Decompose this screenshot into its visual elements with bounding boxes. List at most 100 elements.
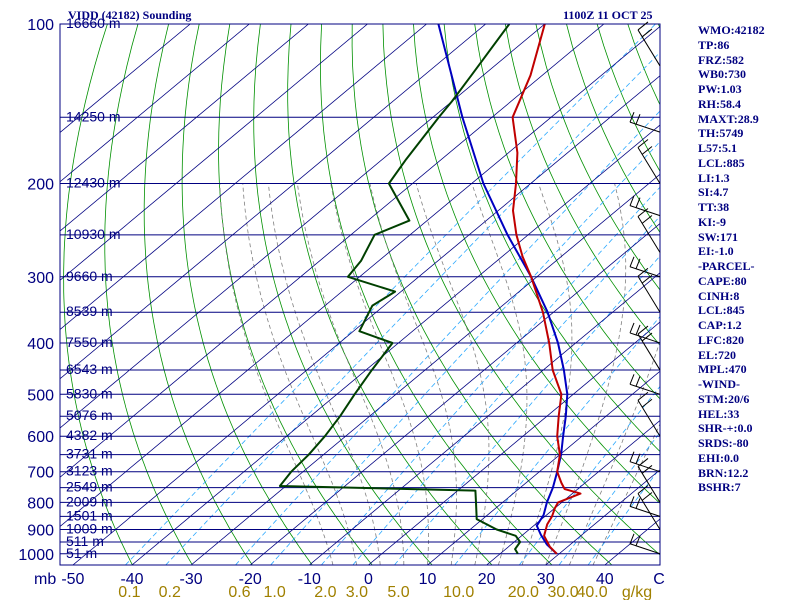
wind-barb (629, 496, 661, 517)
wind-barb-shaft (629, 111, 661, 133)
dry-adiabat (596, 24, 660, 173)
background-grid (60, 24, 800, 565)
dry-adiabat (287, 24, 493, 565)
moist-adiabat (471, 183, 528, 565)
wind-barb (629, 195, 661, 217)
index-item: LCL:845 (698, 303, 745, 318)
moist-adiabat (219, 183, 334, 565)
wind-barb (637, 391, 661, 437)
mixing-ratio-line (235, 110, 660, 565)
isotherm (60, 24, 486, 380)
index-item: TH:5749 (698, 126, 744, 141)
moist-adiabat (268, 183, 381, 565)
dry-adiabat (382, 24, 660, 556)
pressure-tick-label: 300 (27, 270, 54, 287)
temperature-tick-label: 10 (419, 571, 437, 588)
mixing-ratio-label: 40.0 (576, 584, 607, 600)
isotherm (723, 24, 800, 565)
index-item: SI:4.7 (698, 185, 729, 200)
wind-barb-shaft (629, 195, 661, 217)
wind-barb-shaft (637, 139, 661, 184)
mixing-ratio-line (558, 431, 660, 565)
index-item: EHI:0.0 (698, 450, 740, 465)
index-item: EL:720 (698, 347, 737, 362)
mixing-ratio-label: 30.0 (548, 584, 579, 600)
moist-adiabat (330, 183, 429, 565)
height-label: 3731 m (66, 446, 113, 462)
index-item: SRDS:-80 (698, 436, 749, 450)
isotherm (60, 24, 309, 232)
index-item: WMO:42182 (698, 23, 765, 37)
wind-barb-shaft (637, 21, 661, 67)
index-item: RH:58.4 (698, 96, 741, 111)
height-label: 511 m (66, 533, 104, 549)
mixing-ratio-label: 2.0 (314, 584, 336, 600)
wind-barb (637, 458, 661, 503)
temperature-tick-label: -10 (298, 571, 321, 588)
isotherm (131, 124, 660, 565)
height-label: 9660 m (66, 268, 113, 284)
temperature-tick-label: 20 (478, 571, 496, 588)
height-label: 51 m (66, 545, 97, 561)
wind-barb-shaft (637, 485, 661, 530)
index-item: PW:1.03 (698, 82, 742, 96)
pressure-axis-unit: mb (34, 571, 56, 588)
dry-adiabat (218, 24, 373, 565)
mixing-ratio-line (394, 255, 660, 565)
mixing-ratio-line (270, 141, 660, 565)
index-item: EI:-1.0 (698, 244, 734, 259)
wind-barb-shaft (629, 374, 661, 395)
dry-adiabat (474, 24, 660, 400)
indices-panel: WMO:42182 TP:86 FRZ:582 WB0:730 PW:1.03 RH:58… (698, 23, 765, 495)
index-item: L57:5.1 (698, 141, 737, 155)
chart-timestamp: 1100Z 11 OCT 25 (563, 8, 653, 22)
height-label: 1501 m (66, 507, 113, 523)
wind-barb (637, 485, 661, 530)
index-item: WB0:730 (698, 67, 746, 82)
pressure-tick-label: 200 (27, 176, 54, 193)
isotherm (545, 469, 660, 565)
moist-adiabat (521, 183, 573, 565)
mixing-ratio-label: 20.0 (508, 584, 539, 600)
moist-adiabat (592, 423, 660, 565)
isotherm (249, 222, 660, 565)
isotherm (60, 24, 191, 134)
wind-barb (637, 267, 661, 313)
dry-adiabat (413, 24, 660, 504)
dry-adiabat (689, 24, 800, 565)
mixing-ratio-line (165, 51, 660, 565)
index-item: LI:1.3 (698, 170, 730, 185)
isotherm (60, 25, 660, 528)
dry-adiabat (181, 24, 313, 565)
wind-barb (629, 533, 661, 555)
mixing-ratio-line (454, 315, 660, 565)
index-item: -PARCEL- (698, 259, 755, 273)
pressure-tick-label: 100 (27, 17, 54, 34)
chart-title: VIDD (42182) Sounding (68, 8, 192, 22)
temperature-axis-unit: C (653, 571, 665, 588)
mixing-ratio-line (352, 215, 660, 565)
wind-barbs (629, 21, 661, 555)
index-item: HEL:33 (698, 406, 740, 421)
pressure-tick-label: 400 (27, 336, 54, 353)
isotherm (664, 24, 800, 565)
index-item: TP:86 (698, 37, 730, 52)
dry-adiabat (63, 24, 133, 565)
isotherm (309, 272, 660, 565)
wind-barb (637, 139, 661, 184)
index-item: MAXT:28.9 (698, 111, 759, 126)
height-label: 4382 m (66, 427, 113, 443)
temperature-tick-label: -30 (180, 571, 203, 588)
dry-adiabat (504, 24, 660, 346)
height-label: 5830 m (66, 385, 113, 401)
pressure-tick-label: 500 (27, 387, 54, 404)
index-item: TT:38 (698, 200, 730, 214)
mixing-ratio-line (518, 385, 660, 565)
height-label: 10930 m (66, 226, 120, 242)
height-label: 16660 m (66, 15, 120, 31)
height-label: 6543 m (66, 361, 113, 377)
isotherm (427, 370, 660, 565)
plot-frame (59, 23, 661, 566)
profiles (278, 24, 582, 555)
